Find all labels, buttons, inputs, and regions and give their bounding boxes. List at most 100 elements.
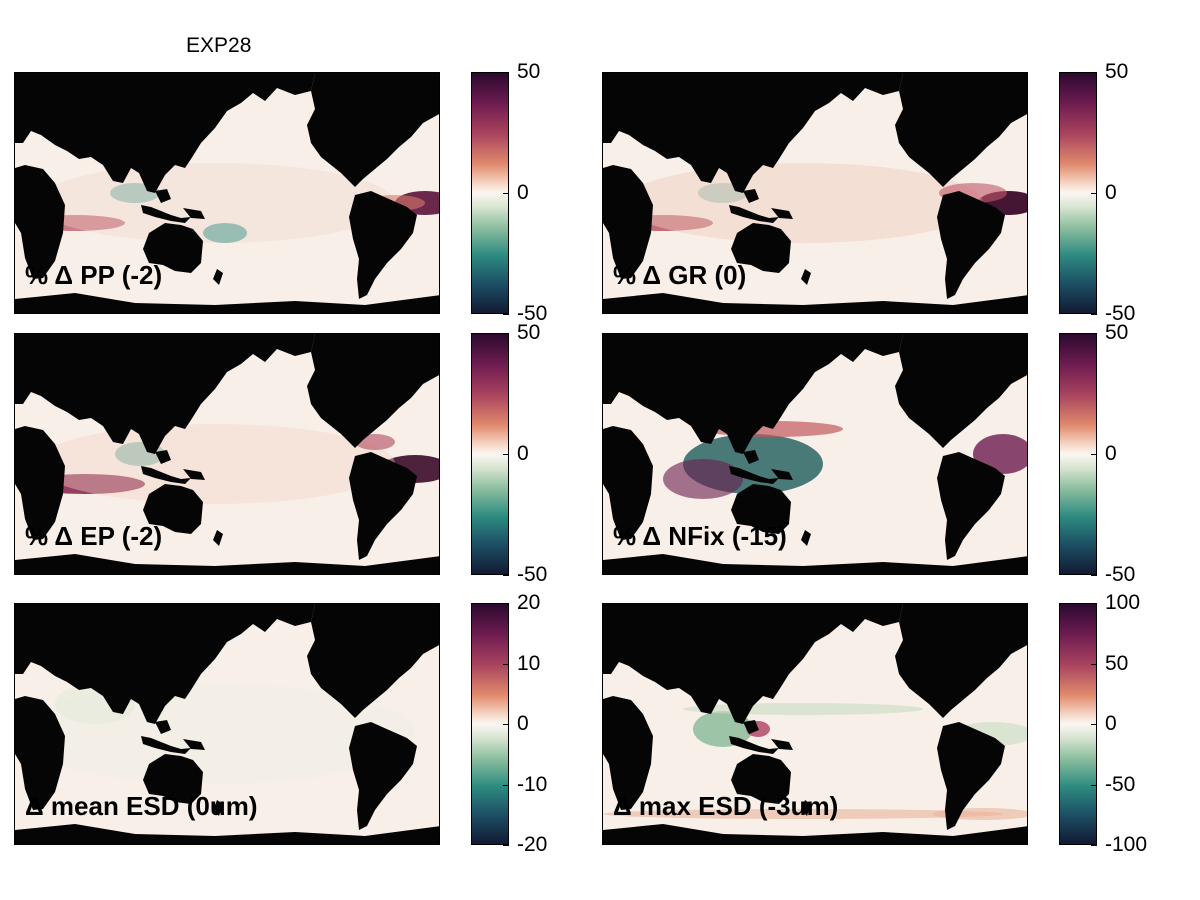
colorbar-tick-mark xyxy=(503,845,509,846)
landmass-antarctica xyxy=(603,293,1027,313)
colorbar-tick-label: 10 xyxy=(517,651,541,675)
colorbar-tick-mark xyxy=(503,454,509,455)
colorbar-tick-label: 20 xyxy=(517,591,541,614)
colorbar-tick-label: -100 xyxy=(1105,833,1148,856)
landmass-indonesia xyxy=(141,466,191,484)
landmass-southamerica xyxy=(937,191,1005,299)
colorbar-tick-label: 50 xyxy=(517,321,541,344)
landmass-northamerica xyxy=(895,334,1027,448)
map-canvas xyxy=(603,334,1027,574)
colorbar xyxy=(471,603,509,845)
landmass-southamerica xyxy=(937,452,1005,560)
colorbar-tick-mark xyxy=(1091,193,1097,194)
anomaly-region xyxy=(603,809,1003,819)
colorbar-tick-mark xyxy=(1091,784,1097,786)
anomaly-region xyxy=(973,434,1027,474)
landmass-png xyxy=(183,469,205,480)
landmass-borneo xyxy=(155,189,171,203)
landmass-australia xyxy=(731,484,791,534)
landmass-southamerica xyxy=(349,191,417,299)
panel-label: % Δ PP (-2) xyxy=(25,260,163,290)
colorbar-tick-label: -20 xyxy=(517,833,548,856)
landmass-nz xyxy=(213,530,223,546)
colorbar-tick-mark xyxy=(503,333,509,334)
colorbar-tick-mark xyxy=(1091,333,1097,334)
landmass-borneo xyxy=(155,450,171,464)
landmass-eurasia xyxy=(603,604,1027,724)
colorbar-tick-mark xyxy=(503,72,509,73)
landmass-png xyxy=(771,469,793,480)
landmass-borneo xyxy=(743,189,759,203)
landmass-northamerica xyxy=(307,73,439,187)
colorbar-tick-mark xyxy=(503,603,509,604)
colorbar-tick-label: 0 xyxy=(517,712,529,735)
colorbar-tick-mark xyxy=(503,784,509,786)
colorbar-tick-mark xyxy=(1091,845,1097,846)
landmass-greenland xyxy=(397,604,439,630)
colorbar-tick-label: 50 xyxy=(517,60,541,83)
anomaly-region xyxy=(623,163,983,243)
colorbar-tick-label: -50 xyxy=(1105,302,1136,325)
landmass-antarctica xyxy=(603,554,1027,574)
landmass-africa xyxy=(603,696,653,810)
panel-label: % Δ EP (-2) xyxy=(25,521,163,551)
landmass-indonesia xyxy=(729,466,779,484)
landmass-borneo xyxy=(155,720,171,734)
map-canvas xyxy=(15,334,439,574)
landmass-eurasia xyxy=(603,334,1027,454)
landmass-southamerica xyxy=(349,722,417,830)
landmass-borneo xyxy=(743,450,759,464)
landmass-eurasia xyxy=(15,604,439,724)
colorbar-tick-mark xyxy=(503,575,509,576)
anomaly-region xyxy=(683,703,923,715)
colorbar-tick-label: -50 xyxy=(517,302,548,325)
map-panel-nfix: % Δ NFix (-15) xyxy=(602,333,1028,575)
landmass-africa xyxy=(603,426,653,540)
landmass-africa xyxy=(15,696,65,810)
landmass-australia xyxy=(731,223,791,273)
figure-title: EXP28 xyxy=(186,34,252,57)
landmass-indonesia xyxy=(729,736,779,754)
colorbar-tick-label: 100 xyxy=(1105,591,1141,614)
landmass-nz xyxy=(801,269,811,285)
colorbar-tick-mark xyxy=(503,193,509,194)
landmass-australia xyxy=(143,223,203,273)
map-panel-pp: % Δ PP (-2) xyxy=(14,72,440,314)
landmass-northamerica xyxy=(307,334,439,448)
landmass-eurasia xyxy=(603,73,1027,193)
map-panel-mean-esd: Δ mean ESD (0um) xyxy=(14,603,440,845)
landmass-northamerica xyxy=(895,73,1027,187)
anomaly-region xyxy=(663,459,743,499)
landmass-indonesia xyxy=(141,205,191,223)
colorbar-tick-label: 0 xyxy=(517,181,529,204)
colorbar-tick-mark xyxy=(1091,314,1097,315)
panel-label: % Δ NFix (-15) xyxy=(613,521,787,551)
landmass-eurasia xyxy=(15,334,439,454)
landmass-africa xyxy=(15,426,65,540)
landmass-nz xyxy=(801,530,811,546)
landmass-australia xyxy=(143,484,203,534)
anomaly-region xyxy=(203,223,247,243)
colorbar-tick-label: 50 xyxy=(1105,60,1129,83)
landmass-antarctica xyxy=(603,824,1027,844)
landmass-antarctica xyxy=(15,554,439,574)
landmass-png xyxy=(183,208,205,219)
landmass-png xyxy=(771,739,793,750)
panel-label: % Δ GR (0) xyxy=(613,260,747,290)
colorbar-tick-mark xyxy=(1091,454,1097,455)
colorbar-tick-mark xyxy=(1091,72,1097,73)
landmass-nz xyxy=(213,800,223,816)
colorbar-tick-mark xyxy=(503,724,509,725)
landmass-png xyxy=(771,208,793,219)
map-canvas xyxy=(603,604,1027,844)
landmass-png xyxy=(183,739,205,750)
colorbar-tick-label: 0 xyxy=(1105,442,1117,465)
landmass-northamerica xyxy=(307,604,439,718)
colorbar xyxy=(1059,603,1097,845)
colorbar xyxy=(1059,333,1097,575)
colorbar-tick-mark xyxy=(503,314,509,315)
colorbar-tick-label: -50 xyxy=(517,563,548,586)
landmass-nz xyxy=(213,269,223,285)
colorbar xyxy=(1059,72,1097,314)
landmass-australia xyxy=(143,754,203,804)
